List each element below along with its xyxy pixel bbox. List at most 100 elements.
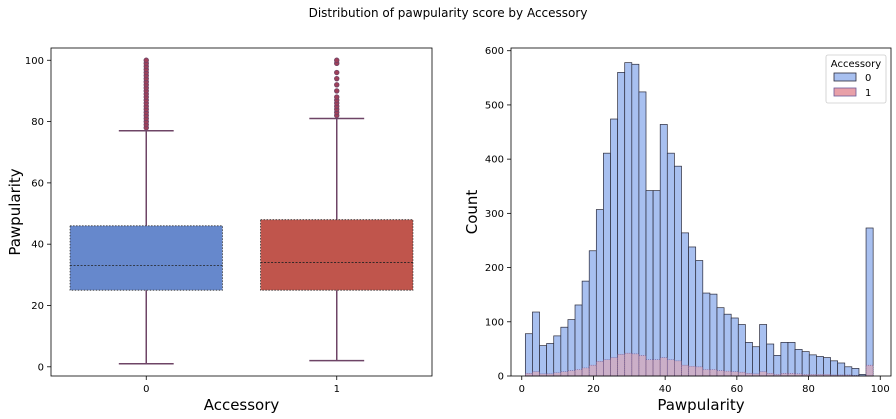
x-tick-label: 100 [871,384,890,395]
legend-swatch-0 [833,72,857,82]
histogram-bar-series-1 [574,369,583,377]
histogram-bar-series-1 [624,352,633,377]
histogram-bar-series-0 [624,62,633,377]
y-tick-label: 600 [485,46,504,57]
histogram-frame [510,47,892,377]
y-tick-label: 200 [485,263,504,274]
histogram-bar-series-0 [823,357,831,377]
histogram-y-axis-label: Count [463,190,481,235]
histogram-bar-series-0 [801,351,810,377]
histogram-x-ticks: 0 20 40 60 80 100 [519,376,890,395]
histogram-bar-series-0 [681,232,689,377]
outlier-point [334,82,340,88]
histogram-legend: Accessory 0 1 [825,54,887,104]
histogram-bar-series-0 [560,326,569,377]
histogram-bar-series-1 [588,364,597,377]
histogram-bar-series-0 [574,304,583,377]
box-0 [69,225,223,291]
histogram-bar-series-1 [695,366,704,377]
y-tick-label: 80 [31,117,44,128]
histogram-bar-series-0 [631,63,640,377]
histogram-bar-series-1 [730,371,739,377]
histogram-bar-series-0 [546,343,555,377]
histogram-bar-series-1 [532,371,540,377]
histogram-bar-series-1 [844,374,853,377]
histogram-x-axis-label: Pawpularity [657,396,744,414]
histogram-bar-series-1 [603,359,611,377]
histogram-bar-series-1 [787,372,796,377]
histogram-bar-series-0 [759,324,768,377]
histogram-bar-series-1 [567,370,576,377]
histogram-bar-series-0 [695,260,704,377]
histogram-bar-series-0 [737,324,746,377]
histogram-bar-series-1 [610,357,618,377]
outlier-point [334,69,340,76]
histogram-bar-series-1 [745,372,753,377]
outlier-point [334,75,340,82]
histogram-bar-series-0 [567,319,576,377]
x-tick-label: 0 [519,384,525,395]
y-tick-label: 400 [485,155,504,166]
boxplot-frame [50,47,433,377]
histogram-bar-series-0 [709,293,718,377]
histogram-bar-series-0 [865,227,874,377]
histogram-bar-series-0 [610,118,618,377]
histogram-bar-series-0 [553,335,562,377]
histogram-bar-series-0 [524,333,533,377]
boxplot-y-axis-label: Pawpularity [6,168,24,255]
outlier-point [334,94,340,100]
histogram-bar-series-1 [709,369,718,377]
x-tick-label: 0 [143,384,149,395]
histogram-bar-series-0 [539,345,547,377]
histogram-bar-series-0 [652,190,661,377]
outlier-point [334,88,340,94]
histogram-bar-series-0 [745,342,753,377]
histogram-bar-series-0 [816,356,824,377]
histogram-bar-series-1 [581,367,590,377]
legend-label-1: 1 [865,88,871,99]
histogram-bar-series-1 [560,371,569,377]
x-tick-label: 80 [802,384,815,395]
histogram-bar-series-1 [688,365,696,377]
histogram-bar-series-0 [794,349,803,377]
histogram-bar-series-1 [674,360,682,377]
histogram-bar-series-0 [808,354,817,377]
box-1 [260,219,414,291]
histogram-bar-series-0 [752,346,760,377]
histogram-bar-series-0 [787,342,796,377]
histogram-bar-series-0 [716,307,725,377]
legend-label-0: 0 [865,73,871,84]
histogram-series-0-bars [524,62,874,377]
histogram-bar-series-1 [759,371,767,377]
x-tick-label: 20 [587,384,600,395]
histogram-bar-series-0 [730,317,739,377]
boxplot-y-ticks: 0 20 40 60 80 100 [25,56,51,373]
histogram-bar-series-1 [681,364,689,377]
legend-swatch-1 [833,87,857,97]
legend-title: Accessory [831,59,881,70]
histogram-bar-series-1 [716,370,725,377]
y-tick-label: 0 [38,362,44,373]
histogram-bar-series-0 [617,72,626,377]
x-tick-label: 40 [659,384,672,395]
histogram-bar-series-0 [851,368,860,377]
y-tick-label: 40 [31,240,44,251]
y-tick-label: 60 [31,178,44,189]
histogram-bar-series-0 [659,124,668,377]
histogram-bar-series-1 [780,372,789,377]
histogram-bar-series-1 [865,364,874,377]
histogram-bar-series-0 [532,311,540,377]
histogram-bar-series-1 [652,359,661,377]
histogram-bar-series-0 [837,362,846,377]
histogram-bar-series-1 [766,372,775,377]
histogram-bar-series-1 [702,369,711,377]
figure-title: Distribution of pawpularity score by Acc… [308,6,588,20]
y-tick-label: 100 [485,317,504,328]
histogram-bar-series-0 [603,152,611,377]
histogram-chart: 0 100 200 300 400 500 600 0 20 40 60 80 100 Pawpula… [463,46,892,414]
histogram-bar-series-1 [737,371,746,377]
histogram-y-ticks: 0 100 200 300 400 500 600 [485,46,511,383]
histogram-bar-series-0 [595,209,604,377]
